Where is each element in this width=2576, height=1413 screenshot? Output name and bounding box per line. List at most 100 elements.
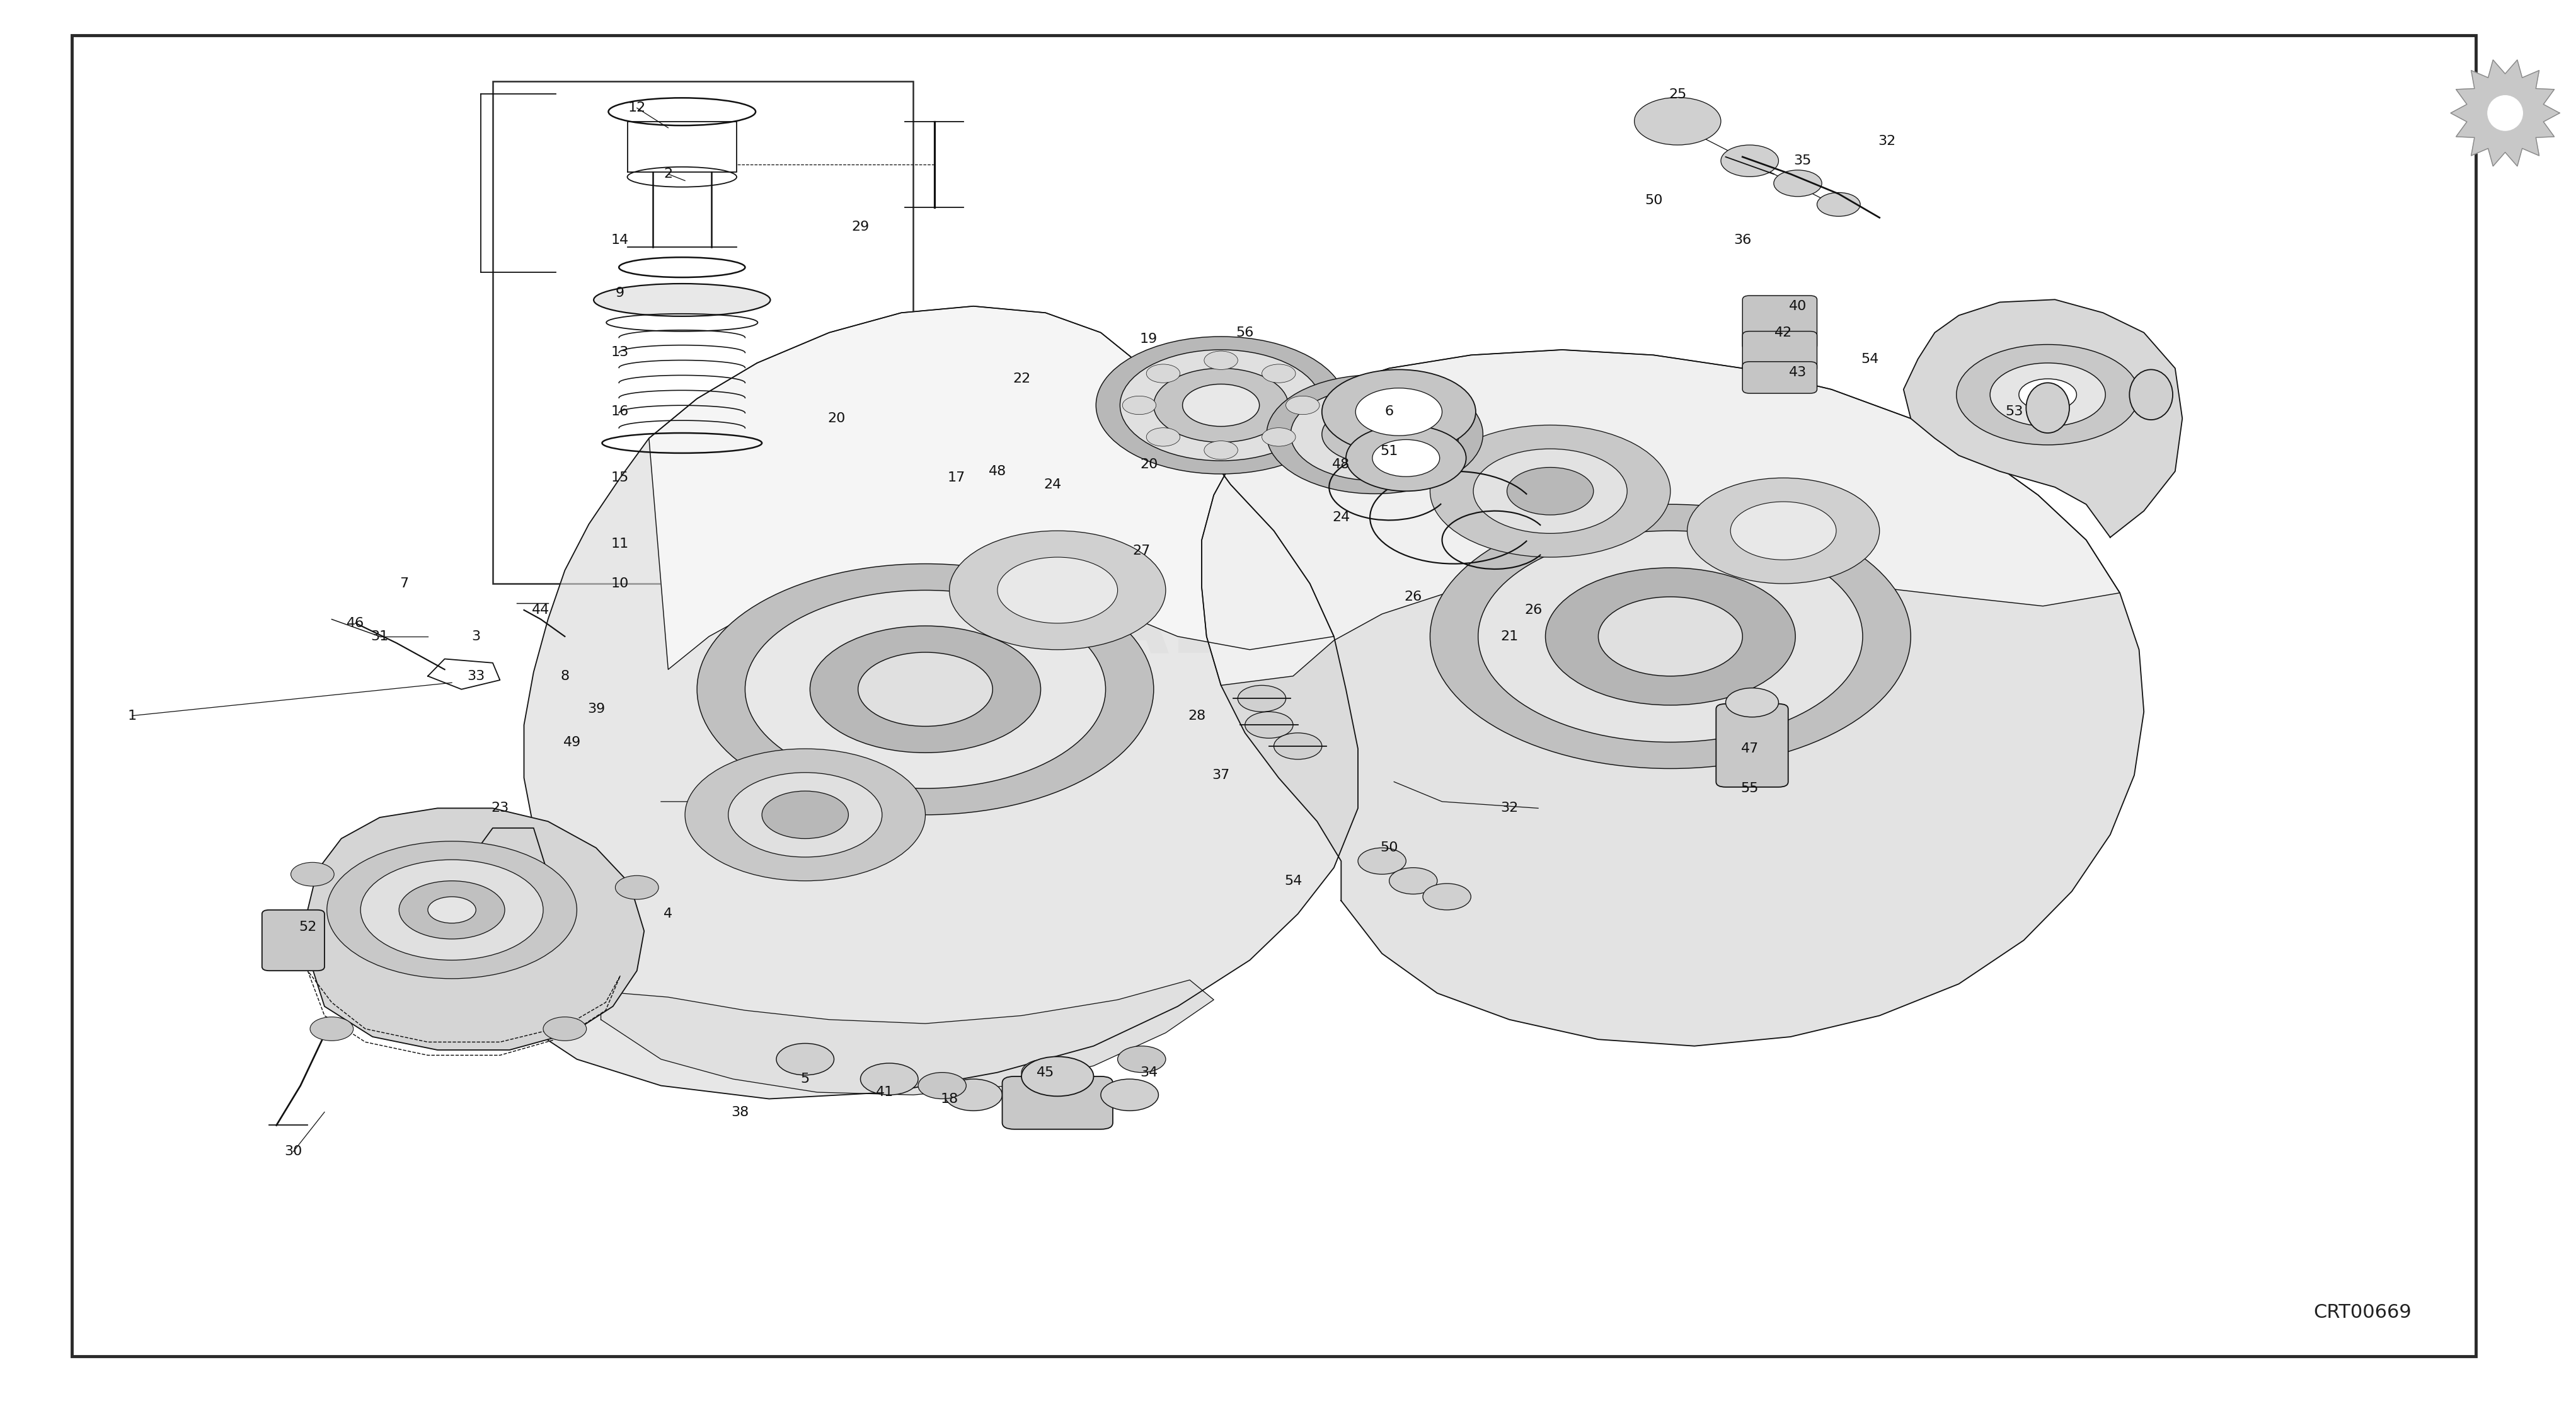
Circle shape [1422,883,1471,910]
Text: 9: 9 [616,287,623,300]
Circle shape [1154,369,1288,442]
Text: 38: 38 [732,1106,750,1118]
Circle shape [1182,384,1260,427]
Circle shape [860,1063,917,1095]
Circle shape [1203,350,1239,370]
Text: 19: 19 [1141,333,1157,346]
Text: 28: 28 [1188,709,1206,722]
Text: 12: 12 [629,102,647,114]
Polygon shape [600,981,1213,1095]
Text: 26: 26 [1525,603,1543,616]
Text: 48: 48 [989,465,1007,478]
Polygon shape [649,307,1334,670]
Circle shape [1275,733,1321,759]
Circle shape [729,773,881,858]
Text: CRT00669: CRT00669 [2313,1304,2411,1321]
Text: 36: 36 [1734,233,1752,246]
Circle shape [1597,596,1741,675]
FancyBboxPatch shape [1741,362,1816,393]
Circle shape [1023,1060,1069,1085]
Circle shape [1955,345,2138,445]
FancyBboxPatch shape [1741,295,1816,350]
Circle shape [1388,868,1437,894]
Text: 48: 48 [1332,458,1350,471]
Text: 34: 34 [1141,1067,1157,1078]
Circle shape [1203,441,1239,459]
Text: 43: 43 [1788,366,1806,379]
Polygon shape [1904,300,2182,537]
FancyBboxPatch shape [1002,1077,1113,1129]
Text: 13: 13 [611,346,629,359]
Circle shape [1146,428,1180,447]
Circle shape [1285,396,1319,414]
Text: 41: 41 [876,1087,894,1098]
FancyBboxPatch shape [1741,331,1816,372]
Text: 45: 45 [1036,1067,1054,1078]
Text: 47: 47 [1741,742,1759,755]
Circle shape [1146,365,1180,383]
Circle shape [1100,1080,1159,1111]
Text: 49: 49 [564,736,582,749]
Polygon shape [307,808,644,1050]
Circle shape [1355,389,1443,435]
Circle shape [1121,350,1321,461]
Text: 20: 20 [827,413,845,425]
Ellipse shape [2130,370,2172,420]
Circle shape [1721,146,1777,177]
Ellipse shape [592,284,770,317]
Circle shape [762,791,848,838]
Circle shape [1262,428,1296,447]
Polygon shape [2450,59,2561,167]
Circle shape [361,859,544,959]
Text: 29: 29 [853,220,868,233]
Circle shape [544,1017,587,1041]
Circle shape [1687,478,1880,584]
Circle shape [291,862,335,886]
Circle shape [997,557,1118,623]
Circle shape [698,564,1154,815]
Circle shape [775,1043,835,1075]
Circle shape [428,897,477,923]
Circle shape [1095,336,1345,473]
Text: 3: 3 [471,630,479,643]
Text: 20: 20 [1141,458,1157,471]
Circle shape [2020,379,2076,411]
Text: 18: 18 [940,1092,958,1105]
Text: 32: 32 [1499,803,1517,814]
Text: 51: 51 [1381,445,1399,458]
Text: 5: 5 [801,1072,809,1085]
Circle shape [744,591,1105,788]
Text: 17: 17 [948,472,966,485]
Text: 44: 44 [531,603,549,616]
Circle shape [1244,712,1293,738]
Text: 21: 21 [1499,630,1517,643]
Text: 40: 40 [1788,300,1806,312]
Text: 15: 15 [611,472,629,485]
Circle shape [1726,688,1777,716]
Polygon shape [1203,350,2143,1046]
Circle shape [1239,685,1285,712]
Circle shape [809,626,1041,753]
Text: 37: 37 [1213,769,1229,781]
Text: 8: 8 [562,670,569,682]
Circle shape [2488,96,2522,130]
Text: 24: 24 [1043,478,1061,490]
Text: 10: 10 [611,578,629,589]
Circle shape [685,749,925,880]
Text: 14: 14 [611,233,629,246]
Text: 39: 39 [587,702,605,715]
Text: 27: 27 [1133,544,1151,557]
FancyBboxPatch shape [263,910,325,971]
Text: 26: 26 [1404,591,1422,603]
Circle shape [1267,374,1484,493]
Text: 33: 33 [466,670,484,682]
Text: 32: 32 [1878,134,1896,147]
Circle shape [1262,365,1296,383]
Circle shape [1345,418,1404,451]
Text: 52: 52 [299,921,317,934]
Circle shape [1123,396,1157,414]
Text: 6: 6 [1386,406,1394,418]
Circle shape [945,1080,1002,1111]
Text: 22: 22 [1012,373,1030,386]
Text: 53: 53 [2004,406,2022,418]
